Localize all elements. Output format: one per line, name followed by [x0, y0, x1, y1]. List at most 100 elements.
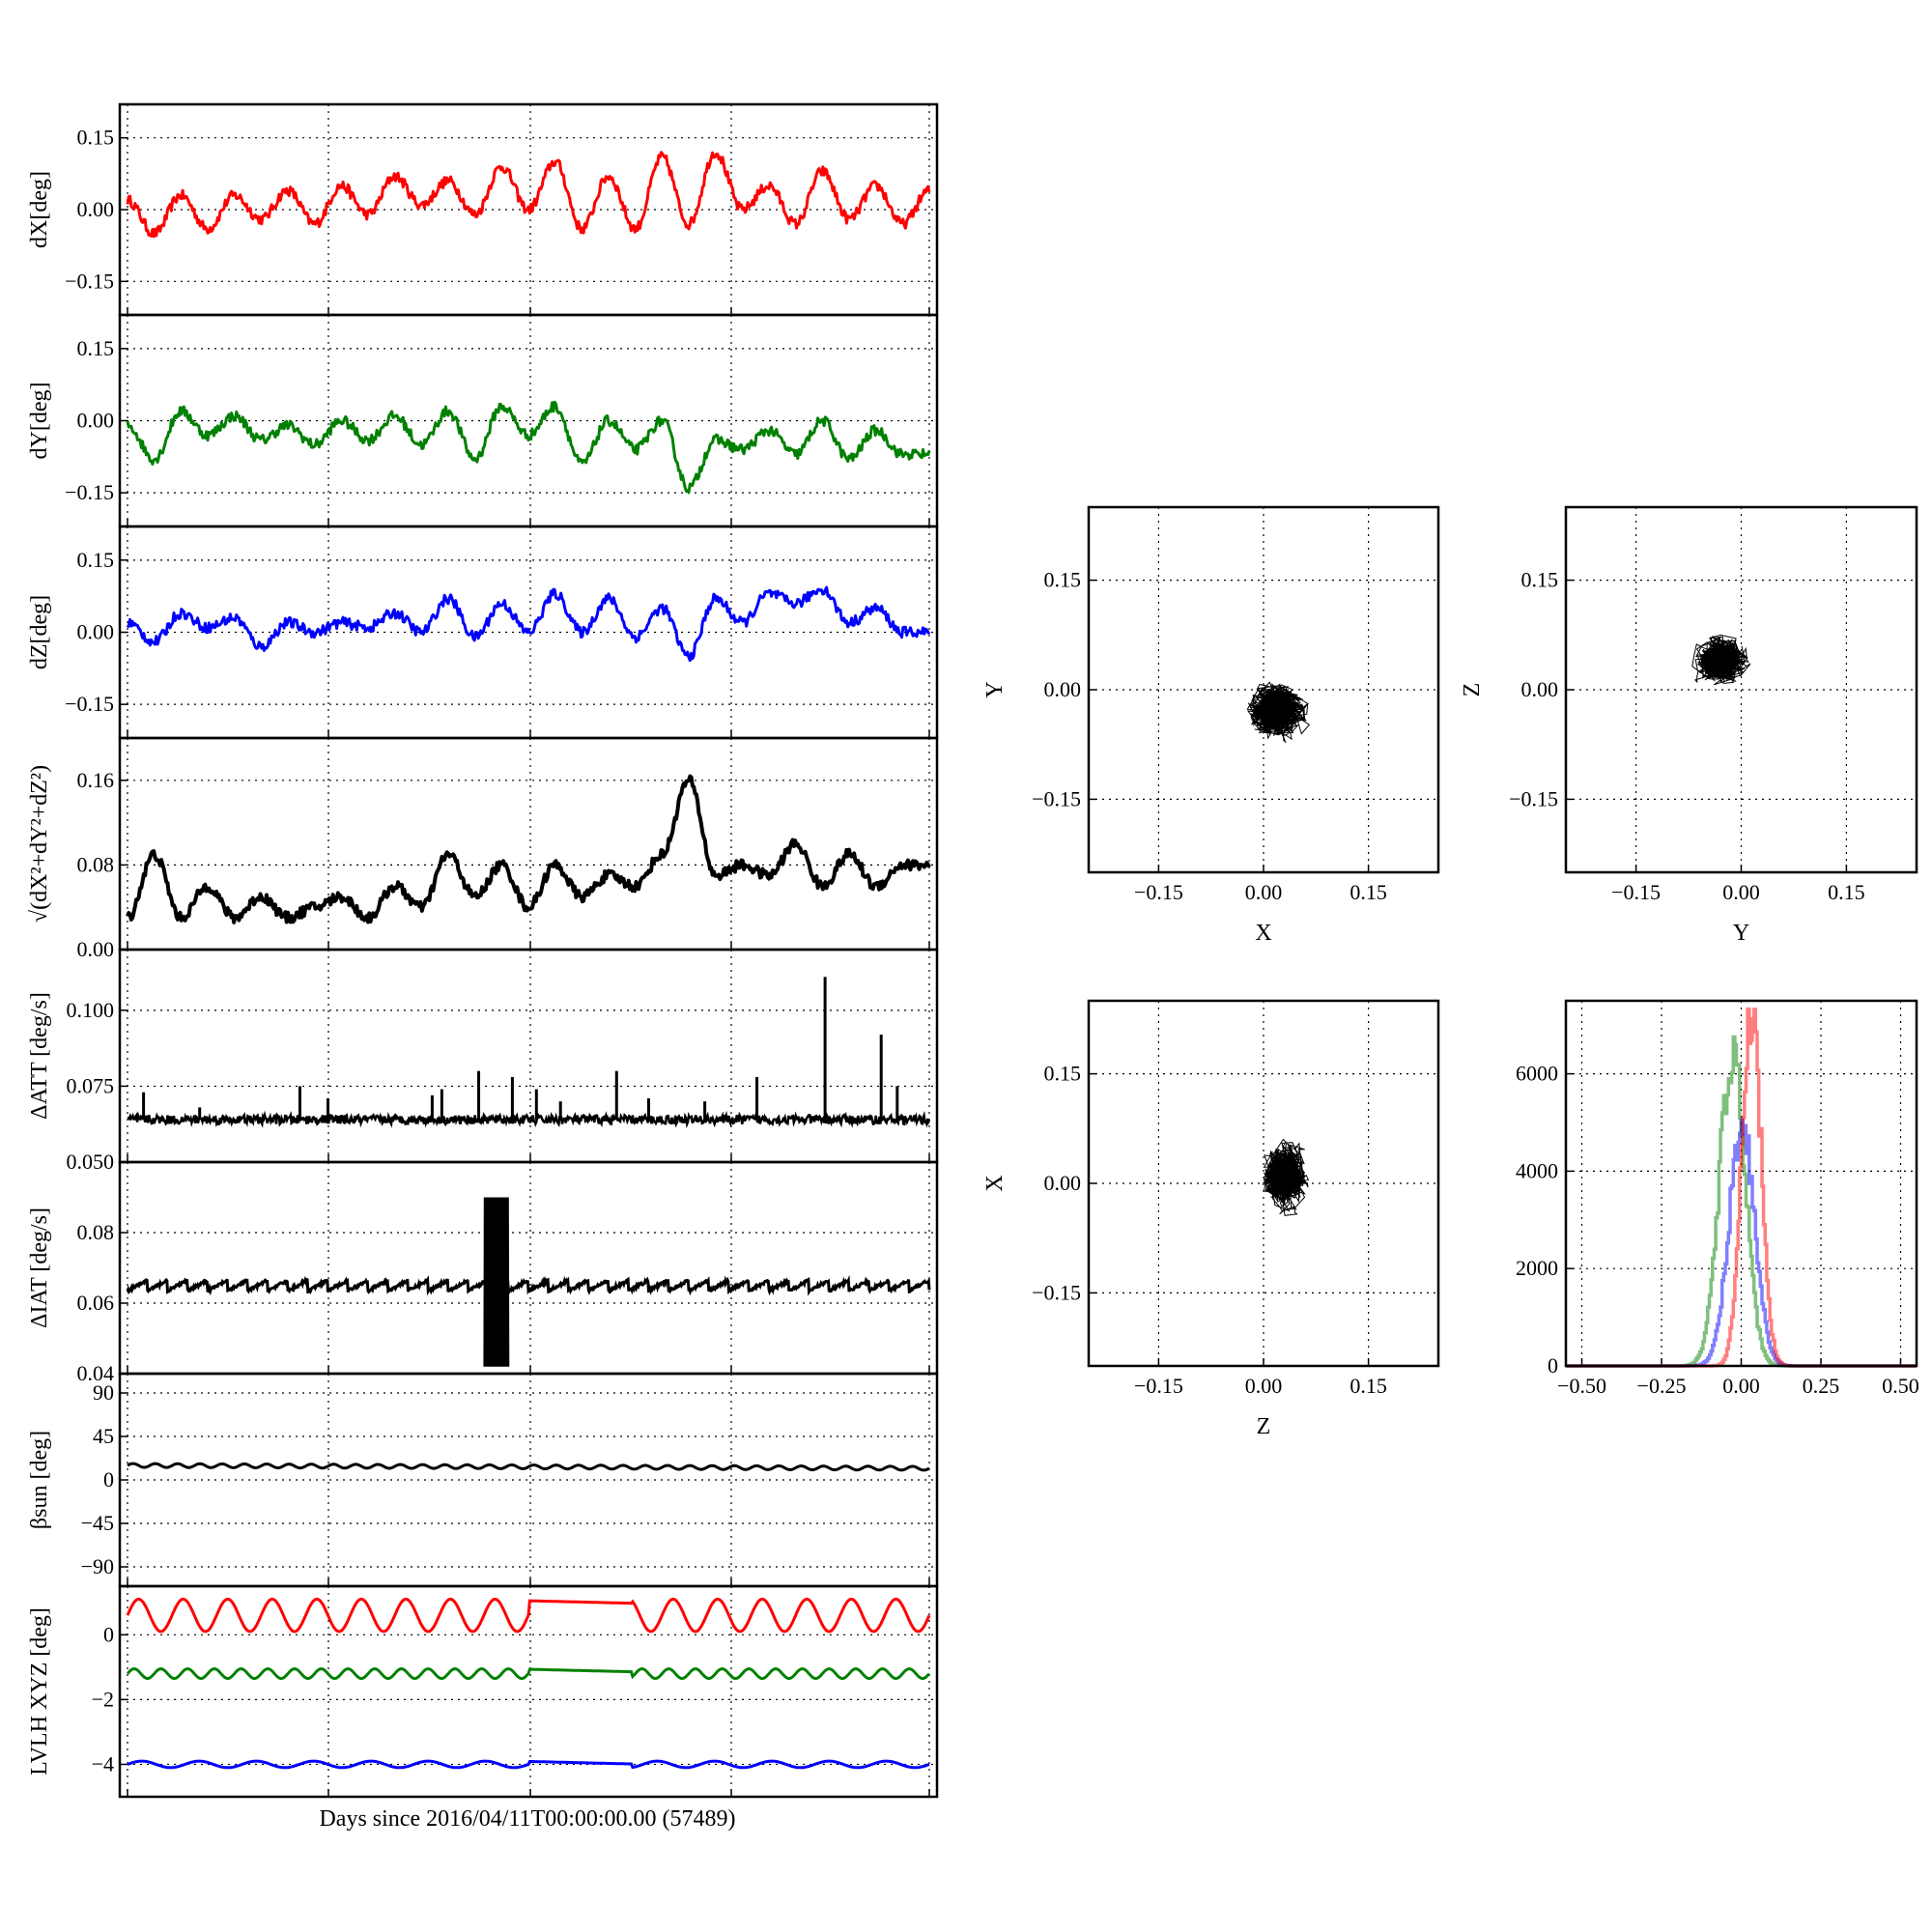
y-tick-label: 0.075 [67, 1073, 115, 1097]
y-tick-label: 0.15 [1521, 568, 1559, 592]
y-tick-label: 0.16 [77, 768, 115, 792]
y-tick-label: 0 [1548, 1353, 1558, 1378]
y-tick-label: −0.15 [1509, 786, 1558, 810]
y-axis-label: Z [1460, 683, 1485, 697]
x-axis-label: X [1255, 921, 1271, 946]
y-tick-label: 0 [103, 1622, 114, 1646]
x-tick-label: −0.50 [1557, 1374, 1606, 1398]
y-tick-label: 4000 [1516, 1158, 1558, 1182]
y-tick-label: 0.15 [1044, 568, 1082, 592]
y-tick-label: 2000 [1516, 1256, 1558, 1280]
scatter-Y-Z: −0.15 −0.15 0.00 0.00 0.15 0.15 Y Z [1460, 505, 1918, 946]
y-axis-label: ΔATT [deg/s] [27, 992, 52, 1120]
y-tick-label: 0 [103, 1467, 114, 1492]
y-tick-label: 0.00 [77, 197, 115, 221]
x-tick-label: 0.50 [1882, 1374, 1919, 1398]
y-tick-label: −2 [92, 1687, 114, 1711]
panel-dATT: 0.050 0.075 0.100 ΔATT [deg/s] [27, 948, 939, 1174]
y-axis-label: dZ[deg] [27, 595, 52, 669]
plot-frame [118, 1584, 939, 1799]
plot-frame [1564, 505, 1918, 874]
y-tick-label: 0.100 [67, 998, 115, 1022]
panel-norm: 0.00 0.08 0.16 √(dX²+dY²+dZ²) [27, 736, 939, 961]
series-line [126, 1597, 931, 1634]
panel-dZ: −0.15 0.00 0.15 dZ[deg] [27, 525, 939, 740]
plot-frame [1087, 505, 1440, 874]
series-line [126, 1274, 931, 1296]
y-tick-label: −45 [81, 1511, 114, 1535]
series-line [126, 774, 931, 924]
x-tick-label: 0.00 [1722, 880, 1760, 904]
y-tick-label: 45 [93, 1424, 114, 1448]
left-panels: −0.15 0.00 0.15 dX[deg] −0.15 0.00 0.15 dY[deg]… [27, 102, 939, 1799]
histogram: −0.50 −0.25 0.00 0.25 0.50 0 2000 4000 6000 [1516, 999, 1919, 1398]
y-axis-label: dY[deg] [27, 383, 52, 460]
x-tick-label: 0.15 [1350, 880, 1387, 904]
panel-dY: −0.15 0.00 0.15 dY[deg] [27, 313, 939, 528]
y-axis-label: ΔIAT [deg/s] [27, 1208, 52, 1328]
series-line [127, 1110, 931, 1129]
y-tick-label: 0.04 [77, 1361, 115, 1385]
x-tick-label: −0.15 [1134, 1374, 1183, 1398]
panel-dX: −0.15 0.00 0.15 dX[deg] [27, 102, 939, 317]
y-axis-label: X [982, 1175, 1008, 1191]
y-tick-label: 0.00 [77, 937, 115, 961]
panel-dIAT: 0.04 0.06 0.08 ΔIAT [deg/s] [27, 1160, 939, 1385]
x-tick-label: 0.15 [1350, 1374, 1387, 1398]
y-tick-label: 0.00 [1521, 677, 1559, 701]
y-axis-label: βsun [deg] [27, 1431, 52, 1529]
y-tick-label: 0.08 [77, 1220, 115, 1244]
y-tick-label: −0.15 [1032, 1280, 1081, 1304]
trajectory [1691, 634, 1751, 686]
y-tick-label: 0.00 [1044, 677, 1082, 701]
trajectory [1246, 681, 1311, 744]
series-line [126, 1666, 931, 1681]
right-panels: −0.15 −0.15 0.00 0.00 0.15 0.15 X Y −0.15 −0.15 0.… [982, 505, 1919, 1439]
y-tick-label: 90 [93, 1380, 114, 1405]
x-axis-label: Y [1733, 921, 1749, 946]
x-axis-label: Z [1257, 1414, 1271, 1439]
y-tick-label: 0.15 [77, 126, 115, 150]
y-tick-label: −0.15 [65, 480, 114, 504]
series-line [126, 400, 931, 495]
y-tick-label: 0.15 [1044, 1062, 1082, 1086]
y-axis-label: Y [982, 681, 1008, 697]
y-tick-label: −0.15 [1032, 786, 1081, 810]
x-tick-label: 0.25 [1803, 1374, 1840, 1398]
y-tick-label: −0.15 [65, 692, 114, 716]
y-tick-label: −0.15 [65, 269, 114, 293]
scatter-X-Y: −0.15 −0.15 0.00 0.00 0.15 0.15 X Y [982, 505, 1440, 946]
x-tick-label: −0.15 [1611, 880, 1661, 904]
x-tick-label: 0.00 [1722, 1374, 1760, 1398]
x-tick-label: 0.15 [1828, 880, 1865, 904]
y-tick-label: 0.00 [1044, 1171, 1082, 1195]
series-line [126, 585, 931, 663]
y-axis-label: dX[deg] [27, 171, 52, 248]
y-tick-label: 0.050 [67, 1150, 115, 1174]
y-tick-label: −90 [81, 1554, 114, 1578]
plot-frame [118, 1160, 939, 1376]
y-axis-label: √(dX²+dY²+dZ²) [27, 765, 52, 923]
burst [483, 1197, 510, 1367]
y-tick-label: 0.15 [77, 336, 115, 360]
trajectory [1262, 1138, 1310, 1216]
plot-frame [118, 948, 939, 1164]
x-axis-label: Days since 2016/04/11T00:00:00.00 (57489… [319, 1806, 735, 1832]
y-tick-label: −4 [92, 1751, 114, 1776]
panel-beta: −90 −45 0 45 90 βsun [deg] [27, 1372, 939, 1588]
x-tick-label: 0.00 [1245, 1374, 1283, 1398]
y-tick-label: 0.08 [77, 852, 115, 876]
panel-LVLH: −4 −2 0 LVLH XYZ [deg] [27, 1584, 939, 1799]
scatter-Z-X: −0.15 −0.15 0.00 0.00 0.15 0.15 Z X [982, 999, 1440, 1439]
series-line [127, 1759, 930, 1770]
x-tick-label: −0.15 [1134, 880, 1183, 904]
plot-frame [1564, 999, 1918, 1368]
y-tick-label: 0.06 [77, 1291, 115, 1315]
y-tick-label: 6000 [1516, 1062, 1558, 1086]
x-tick-label: 0.00 [1245, 880, 1283, 904]
y-tick-label: 0.15 [77, 548, 115, 572]
series-line [126, 151, 931, 239]
series-line [127, 1462, 930, 1472]
y-axis-label: LVLH XYZ [deg] [27, 1607, 52, 1776]
